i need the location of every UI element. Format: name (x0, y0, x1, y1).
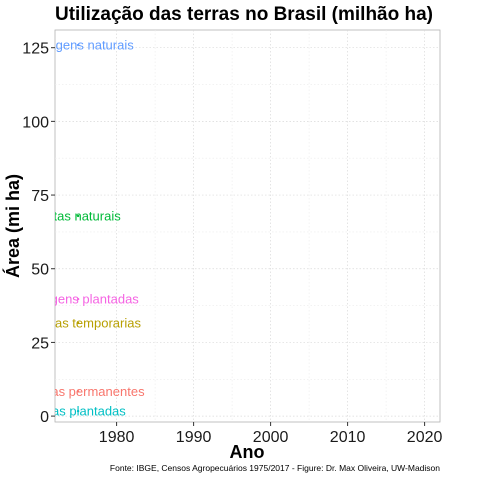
series-label: Pastagens plantadas (17, 292, 139, 307)
x-axis-ticks: 1980 1990 2000 2010 2020 (99, 422, 443, 446)
data-point (76, 409, 80, 413)
grid-lines (55, 30, 440, 422)
series-matas-naturais: Matas naturais (35, 208, 121, 223)
data-point (76, 321, 80, 325)
y-tick-label: 125 (22, 41, 49, 58)
y-axis-ticks: 0 25 50 75 100 125 (22, 41, 55, 426)
y-tick-label: 75 (31, 188, 49, 205)
data-point (76, 390, 80, 393)
series-pastagens-plantadas: Pastagens plantadas (17, 292, 139, 307)
series-matas-plantadas: Matas plantadas (30, 404, 126, 419)
series-layer: Pastagens naturais Matas naturais Pastagen… (12, 38, 145, 419)
data-point (76, 43, 80, 47)
y-axis-label: Área (mi ha) (2, 174, 23, 278)
series-lavouras-temporarias: Lavouras temporarias (15, 315, 141, 330)
series-label: Lavouras temporarias (15, 315, 141, 330)
x-tick-label: 2010 (330, 429, 366, 446)
x-axis-label: Ano (230, 442, 265, 462)
x-tick-label: 2020 (407, 429, 443, 446)
x-tick-label: 1980 (99, 429, 135, 446)
plot-panel (54, 29, 441, 423)
x-tick-label: 2000 (253, 429, 289, 446)
series-label: Pastagens naturais (22, 38, 134, 53)
chart-caption: Fonte: IBGE, Censos Agropecuários 1975/2… (110, 463, 440, 473)
y-tick-label: 100 (22, 114, 49, 131)
data-point (76, 297, 80, 301)
series-pastagens-naturais: Pastagens naturais (22, 38, 134, 53)
y-tick-label: 25 (31, 335, 49, 352)
y-tick-label: 50 (31, 262, 49, 279)
series-label: Lavouras permanentes (12, 384, 145, 399)
series-lavouras-permanentes: Lavouras permanentes (12, 384, 145, 399)
x-tick-label: 1990 (176, 429, 212, 446)
data-point (76, 214, 80, 218)
y-tick-label: 0 (40, 409, 49, 426)
series-label: Matas naturais (35, 208, 121, 223)
series-label: Matas plantadas (30, 404, 126, 419)
chart-title: Utilização das terras no Brasil (milhão … (55, 4, 433, 25)
